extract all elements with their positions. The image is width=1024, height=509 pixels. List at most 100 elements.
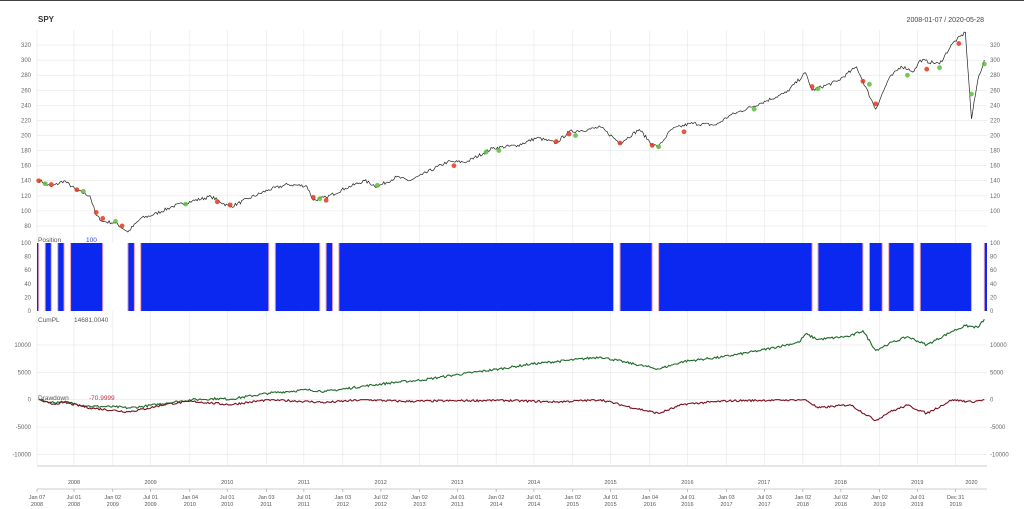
sell-marker xyxy=(905,72,910,78)
price-ytick-right: 140 xyxy=(990,179,1001,185)
buy-marker xyxy=(310,194,316,200)
cumpl-panel xyxy=(38,319,985,410)
position-ytick-left: 20 xyxy=(24,295,31,301)
x-tick-year: 2019 xyxy=(911,502,923,508)
buy-marker xyxy=(214,199,220,205)
x-tick-year: 2010 xyxy=(184,502,196,508)
sell-marker xyxy=(374,182,380,188)
position-gap xyxy=(38,243,46,311)
x-tick-label: Jul 01 xyxy=(910,495,925,501)
price-ytick-right: 120 xyxy=(990,194,1001,200)
x-tick-label: Jan 02 xyxy=(795,495,812,501)
x-tick-year: 2011 xyxy=(260,502,272,508)
drawdown-panel xyxy=(38,398,985,422)
pl-ytick-right: 0 xyxy=(990,398,994,404)
x-year-label: 2015 xyxy=(604,480,616,486)
x-tick-year: 2014 xyxy=(490,502,502,508)
position-gap xyxy=(613,243,621,311)
x-tick-year: 2019 xyxy=(950,502,962,508)
sell-marker xyxy=(815,86,821,92)
position-ytick-right: 20 xyxy=(990,295,997,301)
x-tick-label: Jan 03 xyxy=(335,495,352,501)
sell-marker xyxy=(483,149,489,155)
position-gap xyxy=(332,243,339,311)
x-year-label: 2018 xyxy=(835,480,847,486)
x-tick-year: 2016 xyxy=(681,502,693,508)
position-ytick-left: 60 xyxy=(24,268,31,274)
x-tick-label: Jul 01 xyxy=(527,495,542,501)
position-gap xyxy=(652,243,659,311)
price-ytick-right: 200 xyxy=(990,134,1001,140)
price-ytick-right: 100 xyxy=(990,209,1001,215)
date-range-label: 2008-01-07 / 2020-05-28 xyxy=(907,17,985,24)
buy-marker xyxy=(873,101,879,107)
x-tick-label: Jul 01 xyxy=(67,495,82,501)
price-ytick-right: 160 xyxy=(990,164,1001,170)
price-ytick-right: 280 xyxy=(990,73,1001,79)
x-tick-year: 2015 xyxy=(604,502,616,508)
position-ytick-left: 80 xyxy=(24,255,31,261)
buy-marker xyxy=(100,216,106,221)
position-ytick-right: 60 xyxy=(990,268,997,274)
x-year-label: 2019 xyxy=(911,480,923,486)
price-ytick-right: 240 xyxy=(990,103,1001,109)
position-panel xyxy=(37,243,987,311)
x-tick-label: Jan 02 xyxy=(105,495,122,501)
price-ytick-left: 180 xyxy=(21,149,32,155)
position-ytick-right: 80 xyxy=(990,255,997,261)
x-year-label: 2016 xyxy=(681,480,693,486)
x-tick-label: Jul 01 xyxy=(680,495,695,501)
position-ytick-left: 100 xyxy=(21,241,32,247)
x-tick-year: 2017 xyxy=(758,502,770,508)
drawdown-title: Drawdown xyxy=(38,395,69,402)
x-tick-year: 2015 xyxy=(567,502,579,508)
x-tick-label: Jul 01 xyxy=(220,495,235,501)
x-year-label: 2012 xyxy=(375,480,387,486)
price-ytick-right: 220 xyxy=(990,118,1001,124)
cumpl-title: CumPL xyxy=(38,317,60,324)
x-tick-label: Jan 02 xyxy=(488,495,505,501)
sell-marker xyxy=(317,196,323,202)
x-tick-year: 2018 xyxy=(835,502,847,508)
drawdown-line xyxy=(38,398,985,422)
pl-ytick-right: 10000 xyxy=(990,343,1007,349)
x-tick-label: Jul 03 xyxy=(757,495,772,501)
buy-marker xyxy=(809,84,815,89)
buy-marker xyxy=(323,197,329,203)
price-ytick-right: 300 xyxy=(990,58,1001,64)
position-ytick-right: 40 xyxy=(990,282,997,288)
x-year-label: 2009 xyxy=(144,480,156,486)
x-year-label: 2010 xyxy=(221,480,233,486)
price-ytick-left: 240 xyxy=(21,103,32,109)
buy-marker xyxy=(860,78,866,84)
sell-marker xyxy=(183,201,189,207)
x-tick-label: Jan 02 xyxy=(871,495,888,501)
x-tick-label: Jan 02 xyxy=(411,495,428,501)
price-ytick-left: 260 xyxy=(21,88,32,94)
x-tick-year: 2011 xyxy=(298,502,310,508)
x-tick-year: 2012 xyxy=(375,502,387,508)
x-tick-year: 2019 xyxy=(873,502,885,508)
buy-marker xyxy=(649,142,655,148)
buy-marker xyxy=(227,202,233,208)
position-fill xyxy=(37,243,987,311)
buy-marker xyxy=(36,178,42,184)
position-ytick-right: 0 xyxy=(990,309,994,315)
sell-marker xyxy=(867,81,872,87)
position-gap xyxy=(64,243,71,311)
buy-marker xyxy=(48,182,54,187)
sell-marker xyxy=(113,219,118,224)
buy-marker xyxy=(93,209,99,215)
buy-marker xyxy=(681,129,687,135)
x-tick-label: Jul 02 xyxy=(374,495,389,501)
x-tick-year: 2009 xyxy=(107,502,119,508)
position-value: 100 xyxy=(86,237,97,244)
x-tick-year: 2016 xyxy=(644,502,656,508)
sell-marker xyxy=(656,144,662,150)
x-tick-label: Jan 07 xyxy=(29,495,46,501)
price-ytick-left: 140 xyxy=(21,179,32,185)
x-tick-year: 2009 xyxy=(144,502,156,508)
price-ytick-left: 80 xyxy=(24,224,31,230)
x-tick-year: 2018 xyxy=(797,502,809,508)
x-tick-year: 2013 xyxy=(413,502,425,508)
